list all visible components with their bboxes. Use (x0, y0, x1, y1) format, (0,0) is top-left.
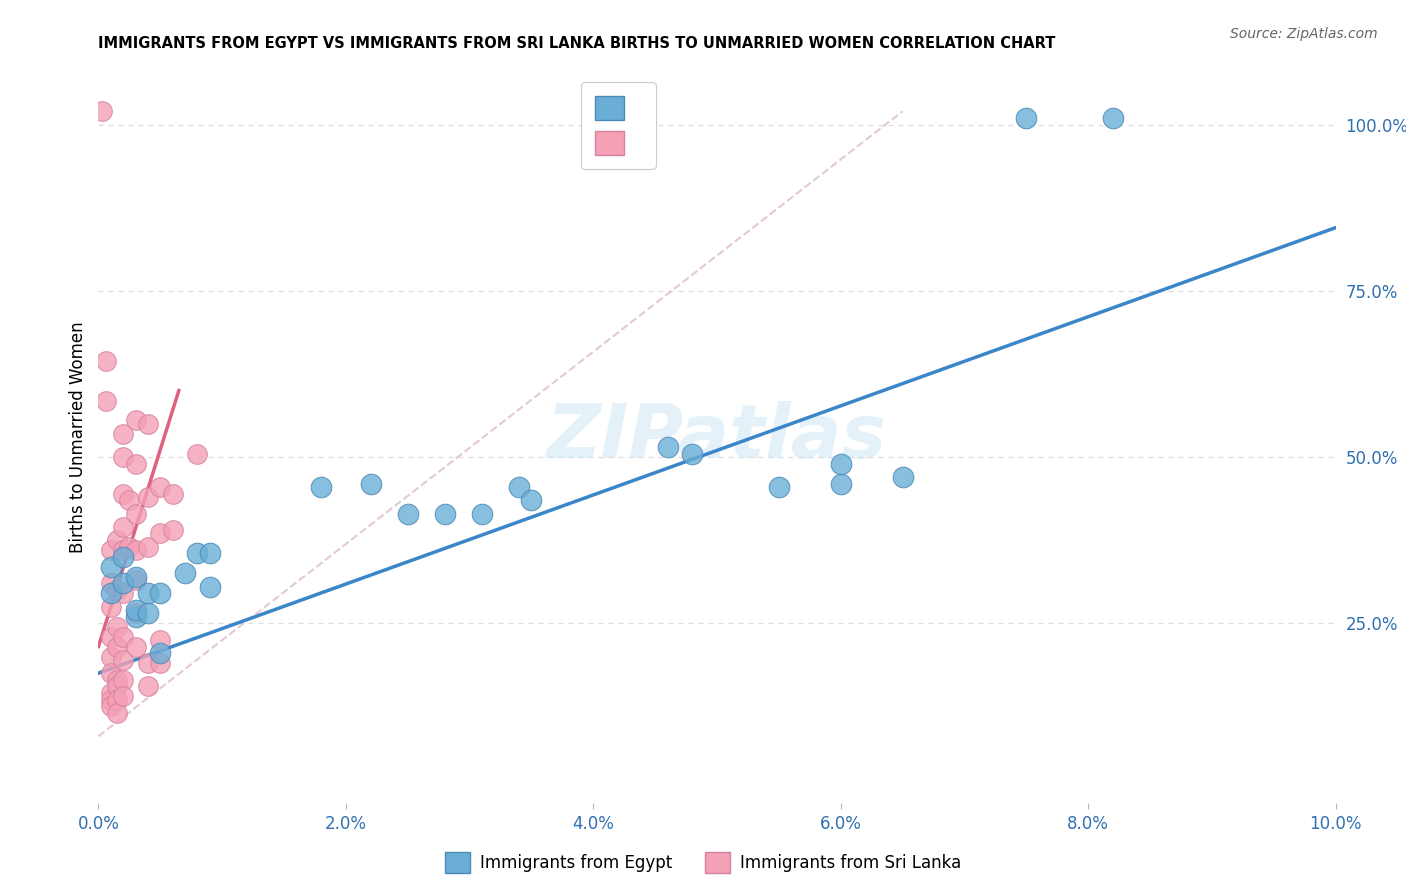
Point (136, 417, 159, 431)
Point (198, 546, 221, 560)
Point (508, 480, 530, 494)
Point (149, 526, 172, 541)
Point (136, 680, 159, 694)
Point (100, 692, 122, 706)
Point (124, 413, 146, 427)
Point (112, 543, 135, 558)
Point (396, 507, 419, 521)
Point (100, 599, 122, 614)
Point (681, 447, 703, 461)
Point (105, 533, 128, 548)
Point (105, 706, 128, 720)
Point (105, 680, 128, 694)
Point (124, 640, 146, 654)
Point (112, 673, 135, 687)
Point (124, 570, 146, 584)
Point (112, 520, 135, 534)
Point (186, 447, 208, 461)
Point (100, 686, 122, 700)
Point (105, 692, 128, 706)
Point (100, 543, 122, 558)
Point (136, 656, 159, 670)
Point (118, 540, 141, 554)
Point (520, 493, 543, 508)
Point (124, 573, 146, 587)
Point (136, 586, 159, 600)
Point (136, 540, 159, 554)
Point (100, 576, 122, 591)
Point (124, 607, 146, 621)
Point (94, 393, 117, 408)
Point (112, 653, 135, 667)
Text: Source: ZipAtlas.com: Source: ZipAtlas.com (1230, 27, 1378, 41)
Point (149, 480, 172, 494)
Point (112, 426, 135, 441)
Point (768, 480, 790, 494)
Point (100, 699, 122, 714)
Point (162, 486, 184, 500)
Point (1015, 111, 1038, 125)
Point (100, 666, 122, 681)
Point (186, 546, 208, 560)
Point (198, 580, 221, 594)
Point (149, 646, 172, 660)
Point (112, 586, 135, 600)
Point (830, 457, 852, 471)
Point (124, 507, 146, 521)
Point (105, 640, 128, 654)
Legend: Immigrants from Egypt, Immigrants from Sri Lanka: Immigrants from Egypt, Immigrants from S… (437, 846, 969, 880)
Point (149, 656, 172, 670)
Point (174, 566, 197, 581)
Point (94, 353, 117, 368)
Point (657, 440, 679, 454)
Point (309, 480, 332, 494)
Point (136, 490, 159, 504)
Point (112, 549, 135, 564)
Point (100, 559, 122, 574)
Point (100, 630, 122, 644)
Point (112, 690, 135, 704)
Point (149, 632, 172, 647)
Point (100, 649, 122, 664)
Point (112, 450, 135, 464)
Y-axis label: Births to Unmarried Women: Births to Unmarried Women (69, 321, 87, 553)
Point (162, 523, 184, 537)
Point (149, 586, 172, 600)
Point (91, 104, 114, 119)
Point (471, 507, 494, 521)
Point (433, 507, 456, 521)
Point (830, 476, 852, 491)
Point (124, 609, 146, 624)
Point (136, 607, 159, 621)
Point (105, 582, 128, 597)
Point (112, 630, 135, 644)
Point (112, 486, 135, 500)
Legend: , : , (581, 82, 655, 169)
Point (360, 476, 382, 491)
Point (124, 457, 146, 471)
Text: ZIPatlas: ZIPatlas (547, 401, 887, 474)
Point (112, 576, 135, 591)
Point (124, 543, 146, 558)
Point (124, 603, 146, 617)
Point (891, 470, 914, 484)
Point (105, 673, 128, 687)
Point (105, 619, 128, 633)
Point (118, 493, 141, 508)
Text: IMMIGRANTS FROM EGYPT VS IMMIGRANTS FROM SRI LANKA BIRTHS TO UNMARRIED WOMEN COR: IMMIGRANTS FROM EGYPT VS IMMIGRANTS FROM… (98, 36, 1056, 51)
Point (100, 586, 122, 600)
Point (1102, 111, 1125, 125)
